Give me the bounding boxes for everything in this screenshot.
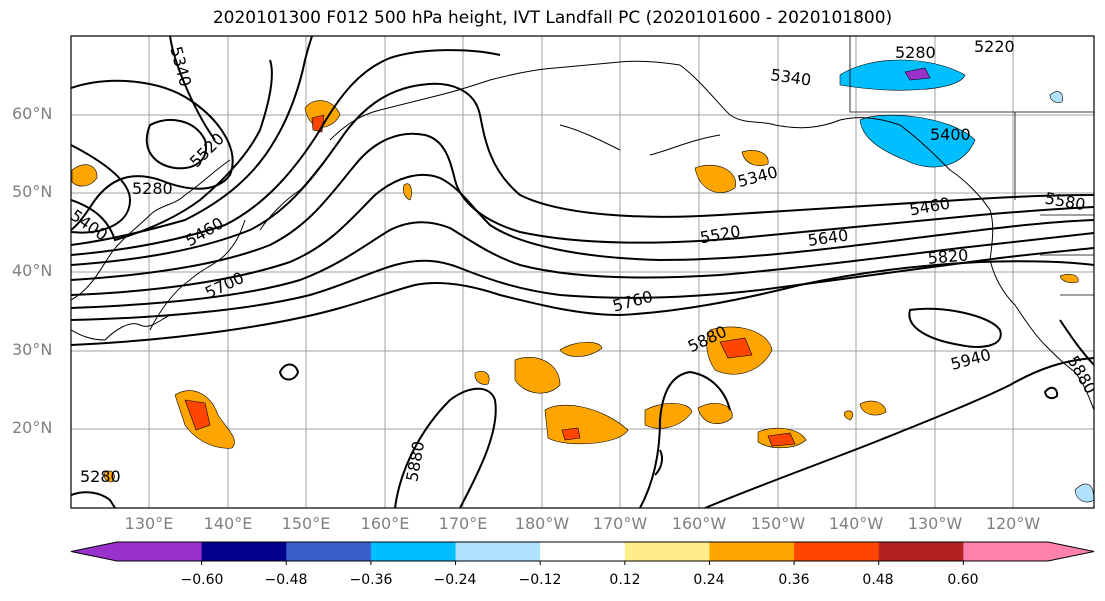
lon-label: 160°W [671,514,727,533]
contour-label: 5760 [610,287,654,316]
map-frame [70,35,1095,509]
borders [849,36,1094,296]
lat-label: 30°N [12,340,53,359]
lon-label: 180°W [514,514,570,533]
contour-label: 5340 [166,44,195,88]
colorbar-tick-label: −0.60 [180,572,224,588]
contour-label: 5820 [927,245,969,267]
lon-label: 150°W [750,514,806,533]
contour-label: 5460 [908,194,951,220]
colorbar-tick-label: 0.48 [862,572,894,588]
map-title: 2020101300 F012 500 hPa height, IVT Land… [212,8,893,28]
contour-label: 5880 [402,440,428,483]
colorbar-tick-label: −0.12 [518,572,562,588]
contour-label: 5520 [699,222,742,248]
contour-label: 5340 [769,65,812,89]
lon-label: 170°W [592,514,648,533]
contour-label: 5400 [930,125,971,144]
colorbar-tick-label: 0.36 [778,572,810,588]
contour-label: 5340 [735,162,779,191]
colorbar-tick-label: 0.24 [693,572,725,588]
contour-label: 5280 [132,179,173,198]
contour-label: 5280 [80,467,121,486]
contour-label: 5700 [202,268,247,302]
colorbar-tick-label: −0.48 [264,572,308,588]
lat-label: 50°N [12,182,53,201]
lat-label: 60°N [12,104,53,123]
colorbar-tick-label: 0.12 [609,572,641,588]
lon-label: 130°E [124,514,174,533]
colorbar-tick-label: −0.24 [433,572,477,588]
contour-label: 5520 [186,129,228,171]
height-contours [71,36,1094,508]
lat-label: 40°N [12,261,53,280]
contour-label: 5280 [895,43,936,62]
contour-label: 5880 [1063,352,1100,397]
lon-label: 160°E [360,514,410,533]
lon-label: 130°W [907,514,963,533]
contour-label: 5940 [949,345,993,374]
lon-label: 140°E [203,514,253,533]
lon-label: 150°E [281,514,331,533]
lat-label: 20°N [12,418,53,437]
lon-label: 170°E [438,514,488,533]
colorbar-tick-label: 0.60 [947,572,979,588]
colorbar-tick-label: −0.36 [349,572,393,588]
lon-label: 120°W [985,514,1041,533]
lon-label: 140°W [828,514,884,533]
ivt-shading [71,59,1094,503]
contour-label: 5220 [974,37,1015,56]
